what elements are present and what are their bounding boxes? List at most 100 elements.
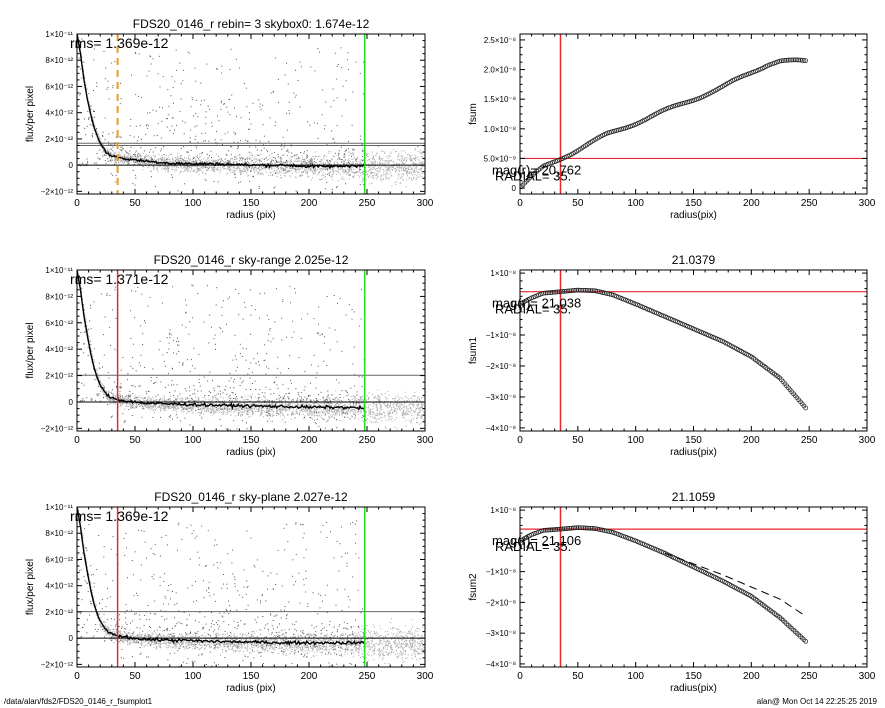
scatter-point — [348, 169, 350, 171]
scatter-point — [381, 150, 383, 152]
scatter-point — [276, 166, 278, 168]
scatter-point — [102, 155, 104, 157]
scatter-point — [348, 412, 350, 414]
scatter-point — [310, 413, 312, 415]
scatter-point — [276, 176, 278, 177]
scatter-point — [188, 164, 189, 165]
scatter-point — [375, 152, 377, 154]
scatter-point — [417, 416, 419, 418]
scatter-point — [315, 402, 316, 403]
scatter-point — [198, 407, 200, 409]
scatter-point — [259, 140, 261, 142]
scatter-point — [220, 169, 222, 171]
scatter-point — [312, 167, 314, 169]
scatter-point — [125, 405, 127, 407]
scatter-point — [330, 160, 332, 162]
scatter-point — [289, 157, 291, 159]
scatter-point — [202, 396, 204, 398]
scatter-point — [281, 169, 282, 171]
scatter-point — [370, 176, 372, 178]
scatter-point — [379, 167, 381, 169]
scatter-point — [256, 404, 258, 406]
scatter-point — [113, 160, 115, 162]
scatter-point — [319, 160, 321, 162]
scatter-point — [201, 161, 203, 163]
scatter-point — [89, 104, 91, 106]
scatter-point — [362, 179, 364, 180]
scatter-point — [101, 385, 103, 387]
scatter-point — [335, 404, 337, 406]
scatter-point — [352, 163, 354, 165]
scatter-point — [143, 162, 145, 164]
scatter-point — [278, 406, 280, 408]
scatter-point — [308, 405, 309, 407]
scatter-point — [332, 176, 334, 178]
scatter-point — [210, 410, 212, 412]
scatter-point — [407, 175, 408, 177]
x-tick-label: 50 — [572, 198, 584, 209]
scatter-point — [217, 169, 219, 171]
scatter-point — [274, 57, 276, 59]
scatter-point — [325, 162, 326, 164]
scatter-point — [271, 160, 272, 162]
scatter-point — [271, 405, 273, 407]
scatter-point — [217, 167, 219, 169]
scatter-point — [286, 409, 288, 411]
scatter-point — [185, 163, 187, 165]
scatter-point — [345, 409, 347, 411]
scatter-point — [205, 162, 207, 164]
scatter-point — [376, 415, 378, 416]
scatter-point — [276, 409, 278, 410]
scatter-point — [314, 161, 315, 163]
scatter-point — [234, 107, 235, 109]
scatter-point — [220, 102, 222, 103]
scatter-point — [255, 403, 257, 405]
scatter-point — [149, 157, 151, 159]
scatter-point — [249, 167, 251, 169]
scatter-point — [343, 404, 344, 406]
scatter-point — [249, 408, 251, 410]
scatter-point — [398, 170, 400, 172]
scatter-point — [214, 163, 216, 165]
scatter-point — [152, 162, 153, 164]
scatter-point — [241, 171, 243, 173]
scatter-point — [321, 161, 323, 163]
scatter-point — [304, 163, 306, 164]
scatter-point — [330, 176, 332, 178]
scatter-point — [215, 161, 217, 163]
scatter-point — [168, 402, 170, 404]
scatter-point — [399, 183, 401, 184]
scatter-point — [86, 158, 88, 160]
scatter-point — [134, 162, 135, 164]
scatter-point — [163, 408, 165, 409]
scatter-point — [244, 170, 246, 172]
scatter-point — [167, 408, 169, 410]
scatter-point — [172, 160, 173, 162]
scatter-point — [409, 158, 411, 160]
scatter-point — [157, 165, 159, 167]
scatter-point — [224, 168, 226, 169]
scatter-point — [321, 159, 323, 161]
scatter-point — [199, 167, 201, 169]
scatter-point — [292, 156, 293, 158]
scatter-point — [169, 402, 171, 404]
scatter-point — [114, 402, 116, 404]
scatter-point — [180, 161, 181, 163]
scatter-point — [412, 163, 414, 165]
scatter-point — [217, 166, 219, 168]
scatter-point — [393, 149, 395, 151]
scatter-point — [248, 166, 250, 168]
scatter-point — [328, 174, 330, 176]
scatter-point — [307, 170, 309, 172]
scatter-point — [399, 166, 401, 168]
scatter-point — [372, 416, 374, 418]
scatter-point — [172, 407, 174, 408]
scatter-point — [384, 163, 386, 165]
scatter-point — [421, 173, 423, 175]
scatter-point — [199, 402, 201, 404]
scatter-point — [180, 160, 182, 162]
scatter-point — [127, 402, 129, 404]
scatter-point — [278, 409, 280, 411]
scatter-point — [96, 131, 98, 133]
